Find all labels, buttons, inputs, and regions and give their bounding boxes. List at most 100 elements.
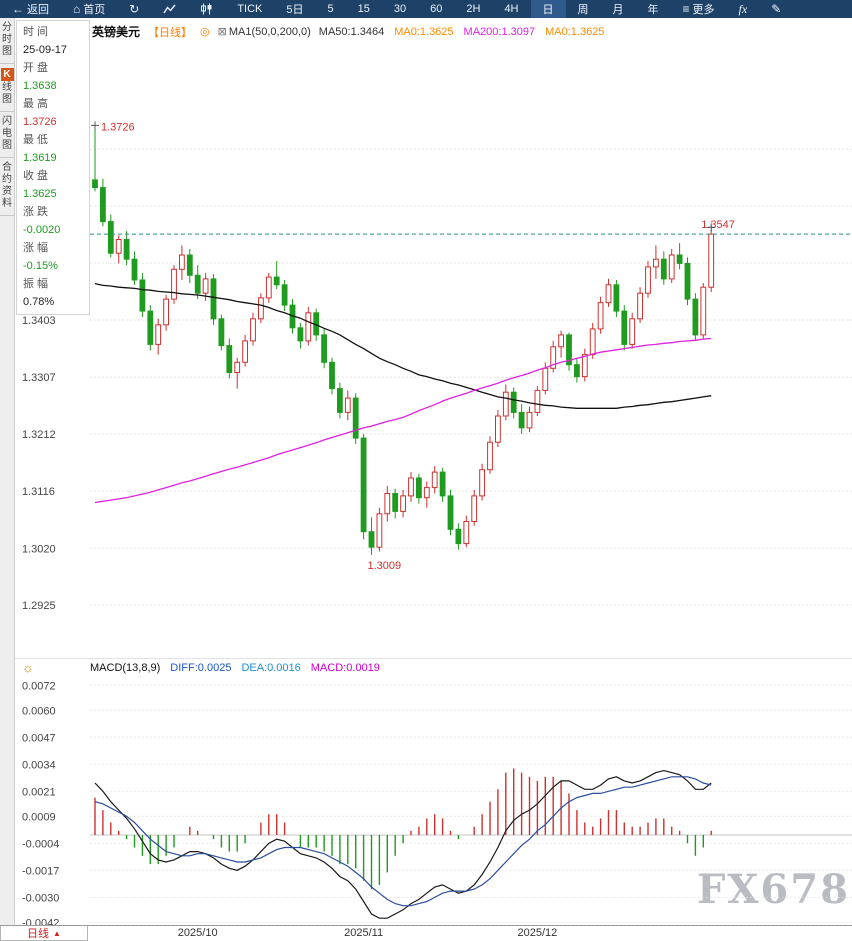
info-value: 0.78% [23,296,55,308]
candle-chart-type-button[interactable] [188,0,225,18]
info-value: 1.3625 [23,188,57,200]
info-label: 收 盘 [23,170,49,182]
interval-5m[interactable]: 5 [316,0,346,18]
sidebar-tab-contract-info[interactable]: 合约资料 [0,158,14,216]
svg-text:-0.0004: -0.0004 [22,838,59,850]
indicator-gear-icon[interactable]: ☼ [22,660,34,675]
svg-text:1.3009: 1.3009 [368,560,402,572]
toolbar-item-label: 5日 [286,4,304,16]
svg-text:0.0021: 0.0021 [22,786,56,798]
svg-text:1.3307: 1.3307 [22,372,56,384]
sidebar-tab-char: 资 [2,186,12,197]
back-icon: ← [12,2,24,16]
more-icon: ≡ [682,2,690,16]
x-axis-label: 2025/12 [517,927,558,939]
home-icon: ⌂ [73,2,81,16]
indicator-value: MA50:1.3464 [318,25,385,38]
svg-text:0.0034: 0.0034 [22,759,56,771]
candles [92,127,715,555]
interval-weekly[interactable]: 周 [566,0,601,18]
sidebar-tab-lightning-chart[interactable]: 闪电图 [0,112,14,158]
sidebar-tab-char: 图 [2,46,12,57]
interval-yearly[interactable]: 年 [636,0,671,18]
toolbar-item-label: 15 [357,3,370,15]
sidebar-tab-char: 料 [2,198,12,209]
interval-15m[interactable]: 15 [346,0,382,18]
interval-2h[interactable]: 2H [454,0,492,18]
x-axis-label: 2025/11 [344,927,384,939]
indicator-value: MA0:1.3625 [394,25,454,38]
more-button[interactable]: ≡ 更多 [671,0,727,18]
ma-settings-icon[interactable]: ⊠ [217,26,227,38]
sidebar-tab-char: 约 [2,174,12,185]
info-value: 1.3638 [23,80,57,92]
sidebar-tab-char: 图 [2,94,12,105]
svg-text:1.2925: 1.2925 [22,600,56,612]
ma-values: MA50:1.3464 MA0:1.3625 MA200:1.3097 MA0:1.3… [319,26,605,38]
macd-chart[interactable]: 0.0072 0.0060 0.0047 0.0034 0.0021 0.0009 -0.0… [15,658,852,927]
ma200-line [94,337,712,504]
crosshair-marker [91,121,99,130]
toolbar-item-label: TICK [237,3,263,15]
svg-text:1.3020: 1.3020 [22,543,56,555]
info-value: 1.3619 [23,152,57,164]
pen-icon: ✎ [771,2,782,16]
interval-5d[interactable]: 5日 [274,0,315,18]
home-button[interactable]: ⌂ 首页 [61,0,117,18]
refresh-button[interactable]: ↻ [117,0,151,18]
period-tag: 【日线】 [148,26,193,39]
info-value: 1.3726 [23,116,57,128]
info-label: 最 高 [23,98,49,110]
price-gridlines [90,148,852,606]
sidebar-tab-time-share-chart[interactable]: 分时图 [0,18,14,64]
info-label: 最 低 [23,134,49,146]
interval-60m[interactable]: 60 [418,0,454,18]
svg-text:1.3212: 1.3212 [22,429,56,441]
interval-monthly[interactable]: 月 [601,0,636,18]
price-chart[interactable]: 1.3403 1.3307 1.3212 1.3116 1.3020 1.2925 1.37… [15,18,852,658]
price-axis-labels: 1.3403 1.3307 1.3212 1.3116 1.3020 1.2925 [22,315,56,612]
price-annotations: 1.3726 1.3009 1.3547 [101,121,735,572]
candle-chart-icon [200,3,213,15]
toolbar-item-label: 返回 [27,4,49,16]
macd-header: MACD(13,8,9) DIFF:0.0025 DEA:0.0016 MACD:0… [90,662,380,674]
indicator-value: MACD:0.0019 [310,662,380,674]
info-label: 时 间 [23,26,49,38]
interval-4h[interactable]: 4H [492,0,530,18]
macd-title: MACD(13,8,9) [90,662,161,674]
draw-button[interactable]: ✎ [759,0,793,18]
quote-info-panel: 时 间 25-09-17 开 盘 1.3638 最 高 1.3726 最 低 1.3619 收 … [16,20,90,315]
interval-tick[interactable]: TICK [225,0,274,18]
macd-histogram [94,768,712,890]
sidebar-tab-char: 分 [2,22,12,33]
chart-settings-icon[interactable]: ◎ [200,26,210,38]
line-chart-type-button[interactable] [151,0,188,18]
indicators-button[interactable]: fx [727,0,760,18]
back-button[interactable]: ← 返回 [0,0,61,18]
info-value: -0.0020 [23,224,61,236]
interval-daily[interactable]: 日 [530,0,566,18]
sidebar-tab-char: 线 [2,82,12,93]
toolbar-item-label: 月 [612,4,624,16]
interval-30m[interactable]: 30 [382,0,418,18]
indicator-value: MA0:1.3625 [545,25,605,38]
svg-text:0.0072: 0.0072 [22,680,56,692]
crosshair-marker [707,223,716,232]
sidebar-tab-char: K [0,68,14,81]
toolbar-item-label: 5 [327,3,334,15]
indicator-value: MA200:1.3097 [463,25,536,38]
svg-text:1.3116: 1.3116 [22,486,55,498]
info-label: 开 盘 [23,62,49,74]
macd-axis-labels: 0.0072 0.0060 0.0047 0.0034 0.0021 0.0009 -0.0… [22,680,59,927]
period-selector[interactable]: 日线 ▲ [0,926,88,941]
sidebar-tab-char: 合 [2,162,12,173]
toolbar: ← 返回 ⌂ 首页 ↻ TICK 5日 5 15 30 60 2H 4H 日周月年 ≡ 更多 fx ✎ [0,0,852,18]
sidebar-tab-char: 电 [2,128,12,139]
symbol-name: 英镑美元 [92,25,141,39]
info-value: -0.15% [23,260,58,272]
sidebar-tab-char: 图 [2,140,12,151]
info-label: 涨 幅 [23,242,49,254]
chart-header: 英镑美元 【日线】 ◎ ⊠ MA1(50,0,200,0) MA50:1.346… [92,23,604,40]
